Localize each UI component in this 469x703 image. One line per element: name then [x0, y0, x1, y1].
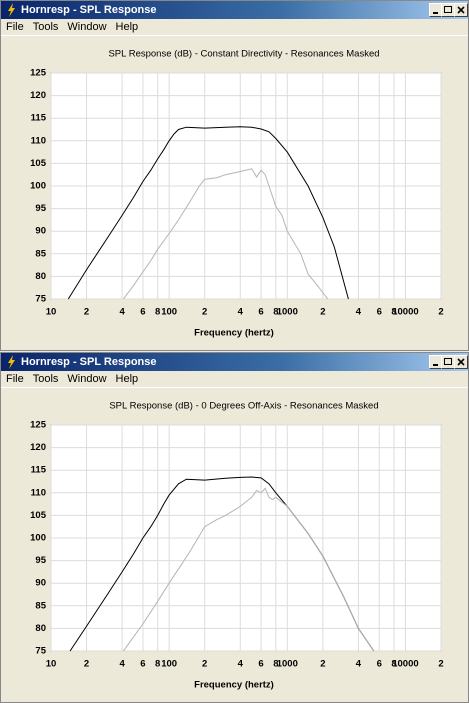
- x-tick-label: 1000: [277, 307, 298, 318]
- data-line: [123, 168, 329, 300]
- x-tick-label: 6: [140, 307, 145, 318]
- window-title: Hornresp - SPL Response: [21, 356, 157, 368]
- menu-item[interactable]: Tools: [32, 373, 59, 385]
- y-tick-label: 120: [30, 442, 46, 453]
- y-tick-label: 75: [35, 294, 46, 305]
- title-bar: Hornresp - SPL Response: [1, 1, 468, 19]
- x-tick-label: 1000: [277, 659, 298, 670]
- x-tick-label: 10000: [392, 307, 418, 318]
- x-axis-label: Frequency (hertz): [194, 680, 274, 691]
- menu-item[interactable]: Window: [67, 21, 107, 33]
- window: Hornresp - SPL Response File Tools Window H…: [0, 352, 469, 703]
- x-tick-label: 8: [155, 659, 160, 670]
- menu-item[interactable]: File: [6, 373, 24, 385]
- y-tick-label: 115: [31, 113, 47, 124]
- x-tick-label: 2: [320, 659, 325, 670]
- y-tick-label: 95: [35, 203, 46, 214]
- y-tick-label: 85: [35, 600, 46, 611]
- y-tick-label: 80: [35, 623, 46, 634]
- y-tick-label: 115: [31, 465, 47, 476]
- x-tick-label: 8: [273, 307, 278, 318]
- x-tick-label: 6: [377, 307, 382, 318]
- x-tick-label: 4: [356, 659, 362, 670]
- x-tick-label: 2: [438, 307, 443, 318]
- data-line: [122, 487, 375, 652]
- y-tick-label: 95: [35, 555, 46, 566]
- x-tick-label: 10: [46, 659, 57, 670]
- chart: SPL Response (dB) - Constant Directivity…: [30, 49, 444, 339]
- close-button[interactable]: [454, 355, 468, 369]
- x-tick-label: 2: [84, 307, 89, 318]
- menu-item[interactable]: File: [6, 21, 24, 33]
- app-icon: [8, 355, 15, 369]
- title-bar: Hornresp - SPL Response: [1, 353, 468, 371]
- x-tick-label: 100: [161, 659, 177, 670]
- menu-item[interactable]: Help: [115, 373, 139, 385]
- maximize-button[interactable]: [441, 3, 455, 17]
- x-tick-label: 8: [273, 659, 278, 670]
- menu-item[interactable]: Window: [67, 373, 107, 385]
- menu-item[interactable]: Tools: [32, 21, 59, 33]
- x-tick-label: 4: [238, 307, 244, 318]
- window-title: Hornresp - SPL Response: [21, 4, 157, 16]
- x-tick-label: 2: [438, 659, 443, 670]
- y-tick-label: 90: [35, 578, 46, 589]
- menu-item[interactable]: Help: [115, 21, 139, 33]
- y-tick-label: 80: [35, 271, 46, 282]
- x-tick-label: 2: [320, 307, 325, 318]
- x-tick-label: 4: [238, 659, 244, 670]
- x-tick-label: 8: [391, 659, 396, 670]
- x-tick-label: 100: [161, 307, 177, 318]
- chart-title: SPL Response (dB) - Constant Directivity…: [108, 49, 379, 60]
- x-tick-label: 6: [140, 659, 145, 670]
- x-tick-label: 6: [258, 307, 263, 318]
- x-tick-label: 4: [356, 307, 362, 318]
- y-tick-label: 75: [35, 646, 46, 657]
- x-tick-label: 10: [46, 307, 57, 318]
- y-tick-label: 90: [35, 226, 46, 237]
- y-tick-label: 105: [30, 158, 47, 169]
- y-tick-label: 125: [30, 420, 47, 431]
- menu-bar: File Tools Window Help: [1, 371, 468, 388]
- y-tick-label: 85: [35, 248, 46, 259]
- chart-title: SPL Response (dB) - 0 Degrees Off-Axis -…: [109, 401, 378, 412]
- x-tick-label: 2: [202, 659, 207, 670]
- menu-bar: File Tools Window Help: [1, 19, 468, 36]
- x-tick-label: 8: [155, 307, 160, 318]
- app-icon: [8, 3, 15, 17]
- y-tick-label: 110: [31, 487, 46, 498]
- x-tick-label: 2: [84, 659, 89, 670]
- x-axis-label: Frequency (hertz): [194, 328, 274, 339]
- x-tick-label: 8: [391, 307, 396, 318]
- chart: SPL Response (dB) - 0 Degrees Off-Axis -…: [30, 401, 444, 691]
- x-tick-label: 6: [377, 659, 382, 670]
- x-tick-label: 6: [258, 659, 263, 670]
- close-button[interactable]: [454, 3, 468, 17]
- data-line: [67, 126, 349, 300]
- x-tick-label: 2: [202, 307, 207, 318]
- y-tick-label: 120: [30, 90, 46, 101]
- y-tick-label: 105: [30, 510, 47, 521]
- maximize-button[interactable]: [441, 355, 455, 369]
- x-tick-label: 4: [119, 307, 125, 318]
- y-tick-label: 125: [30, 68, 47, 79]
- window: Hornresp - SPL Response File Tools Window H…: [0, 0, 469, 351]
- y-tick-label: 100: [30, 181, 46, 192]
- x-tick-label: 4: [119, 659, 125, 670]
- y-tick-label: 110: [31, 135, 46, 146]
- y-tick-label: 100: [30, 533, 46, 544]
- x-tick-label: 10000: [392, 659, 418, 670]
